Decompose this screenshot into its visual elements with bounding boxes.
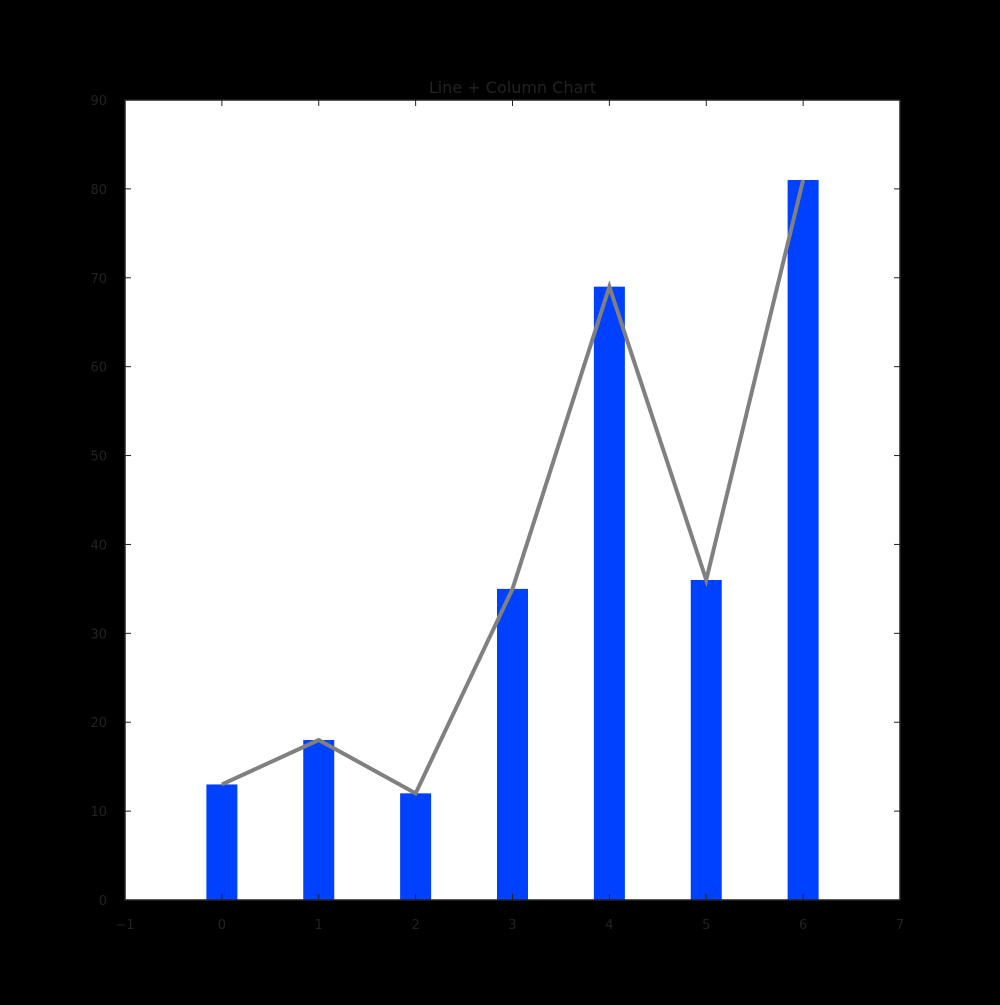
- bar-4: [593, 286, 625, 901]
- bar-2: [400, 793, 432, 900]
- x-tick-label: 3: [508, 918, 516, 933]
- y-tick-label: 60: [90, 361, 107, 376]
- y-tick-label: 10: [90, 805, 107, 820]
- y-tick-label: 70: [90, 272, 107, 287]
- y-tick-label: 30: [90, 627, 107, 642]
- series-line: [221, 179, 806, 797]
- bar-3: [497, 588, 528, 900]
- x-tick-label: 4: [605, 918, 613, 933]
- x-tick-label: 0: [218, 918, 226, 933]
- bar-5: [690, 580, 722, 900]
- y-tick-label: 40: [90, 538, 107, 553]
- bars-layer: [206, 180, 819, 901]
- y-tick-label: 80: [90, 183, 107, 198]
- bar-1: [303, 740, 335, 900]
- y-tick-label: 0: [99, 894, 107, 909]
- x-tick-label: −1: [115, 918, 134, 933]
- x-tick-label: 7: [896, 918, 904, 933]
- x-tick-label: 6: [799, 918, 807, 933]
- y-tick-label: 20: [90, 716, 107, 731]
- bar-6: [787, 180, 819, 900]
- chart-title: Line + Column Chart: [429, 78, 596, 97]
- x-tick-label: 5: [702, 918, 710, 933]
- y-tick-label: 50: [90, 450, 107, 465]
- y-tick-label: 90: [90, 94, 107, 109]
- x-tick-label: 2: [411, 918, 419, 933]
- x-axis: −1 0 1 2 3 4 5 6 7: [115, 100, 904, 933]
- x-tick-label: 1: [315, 918, 323, 933]
- bar-0: [206, 784, 238, 900]
- y-axis: 0 10 20 30 40 50 60 70 80 90: [90, 94, 900, 909]
